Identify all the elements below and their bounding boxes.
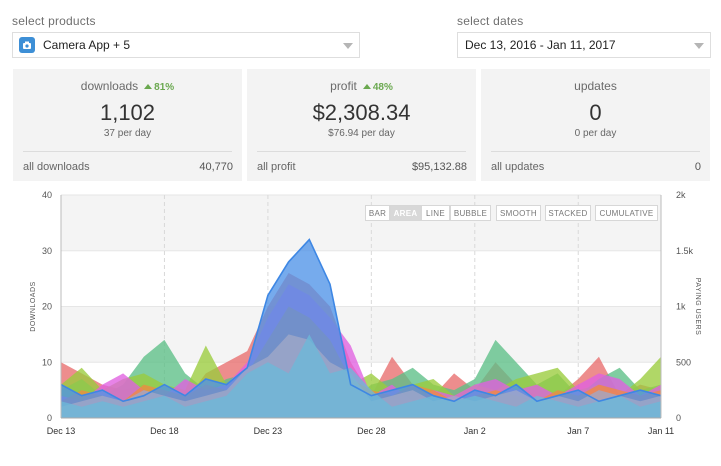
chart-smooth-button[interactable]: SMOOTH [496, 205, 541, 221]
dates-select-value: Dec 13, 2016 - Jan 11, 2017 [465, 38, 616, 52]
chevron-down-icon [694, 43, 704, 49]
y-tick-label: 40 [42, 190, 52, 200]
y-tick-label: 0 [47, 413, 52, 423]
divider [257, 151, 466, 152]
chevron-down-icon [343, 43, 353, 49]
y2-tick-label: 500 [676, 357, 691, 367]
x-tick-label: Dec 28 [357, 426, 386, 436]
area-series-8 [61, 334, 661, 418]
y2-tick-label: 2k [676, 190, 686, 200]
chart-cumulative-button[interactable]: CUMULATIVE [595, 205, 658, 221]
downloads-card: downloads 81% 1,102 37 per day all downlo… [13, 69, 242, 181]
x-tick-label: Jan 7 [567, 426, 589, 436]
arrow-up-icon [144, 84, 153, 89]
y2-tick-label: 1.5k [676, 246, 694, 256]
chart-type-bar-button[interactable]: BAR [365, 205, 390, 221]
updates-per-day: 0 per day [574, 128, 617, 139]
dates-label: select dates [457, 14, 524, 28]
y2-tick-label: 1k [676, 302, 686, 312]
updates-value: 0 [589, 100, 602, 125]
updates-title: updates [574, 79, 617, 93]
arrow-up-icon [362, 84, 371, 89]
chart-type-area-button[interactable]: AREA [390, 205, 421, 221]
camera-app-icon [19, 37, 35, 53]
profit-per-day: $76.94 per day [328, 128, 395, 139]
y2-axis-title: PAYING USERS [694, 278, 701, 335]
chart-type-bubble-button[interactable]: BUBBLE [450, 205, 491, 221]
updates-card: updates 0 0 per day all updates 0 [481, 69, 710, 181]
line-series-6 [60, 238, 662, 403]
products-select-value: Camera App + 5 [43, 38, 131, 52]
profit-delta-value: 48% [372, 82, 393, 93]
downloads-footer-value: 40,770 [199, 161, 233, 173]
products-label: select products [12, 14, 96, 28]
dates-select[interactable]: Dec 13, 2016 - Jan 11, 2017 [457, 32, 711, 58]
y-axis-title: DOWNLOADS [30, 281, 37, 331]
chart-type-line-button[interactable]: LINE [421, 205, 450, 221]
profit-delta: 48% [362, 82, 393, 93]
y-tick-label: 10 [42, 357, 52, 367]
grid-band [61, 195, 661, 251]
divider [23, 151, 232, 152]
area-series-7 [61, 334, 661, 418]
downloads-value: 1,102 [99, 100, 156, 125]
chart-stacked-button[interactable]: STACKED [545, 205, 591, 221]
profit-title: profit [330, 79, 357, 93]
profit-footer-value: $95,132.88 [411, 161, 467, 173]
downloads-delta: 81% [144, 82, 174, 93]
x-tick-label: Dec 18 [150, 426, 179, 436]
x-tick-label: Dec 13 [47, 426, 76, 436]
x-tick-label: Jan 2 [464, 426, 486, 436]
downloads-per-day: 37 per day [103, 128, 152, 139]
profit-card: profit 48% $2,308.34 $76.94 per day all p… [247, 69, 476, 181]
downloads-chart: 0 10 20 30 40 0 500 1k 1.5k 2k Dec 13 Dec 18 Dec 23 D… [30, 190, 701, 436]
products-select[interactable]: Camera App + 5 [12, 32, 360, 58]
x-tick-label: Jan 11 [648, 426, 674, 436]
updates-footer-value: 0 [694, 161, 701, 173]
y-tick-label: 30 [42, 246, 52, 256]
downloads-delta-value: 81% [154, 82, 175, 93]
x-tick-label: Dec 23 [254, 426, 283, 436]
y2-tick-label: 0 [676, 413, 681, 423]
downloads-footer-label: all downloads [23, 161, 90, 173]
downloads-title: downloads [80, 79, 139, 93]
profit-value: $2,308.34 [312, 100, 411, 125]
updates-footer-label: all updates [491, 161, 545, 173]
divider [491, 151, 700, 152]
profit-footer-label: all profit [257, 161, 296, 173]
y-tick-label: 20 [42, 302, 52, 312]
